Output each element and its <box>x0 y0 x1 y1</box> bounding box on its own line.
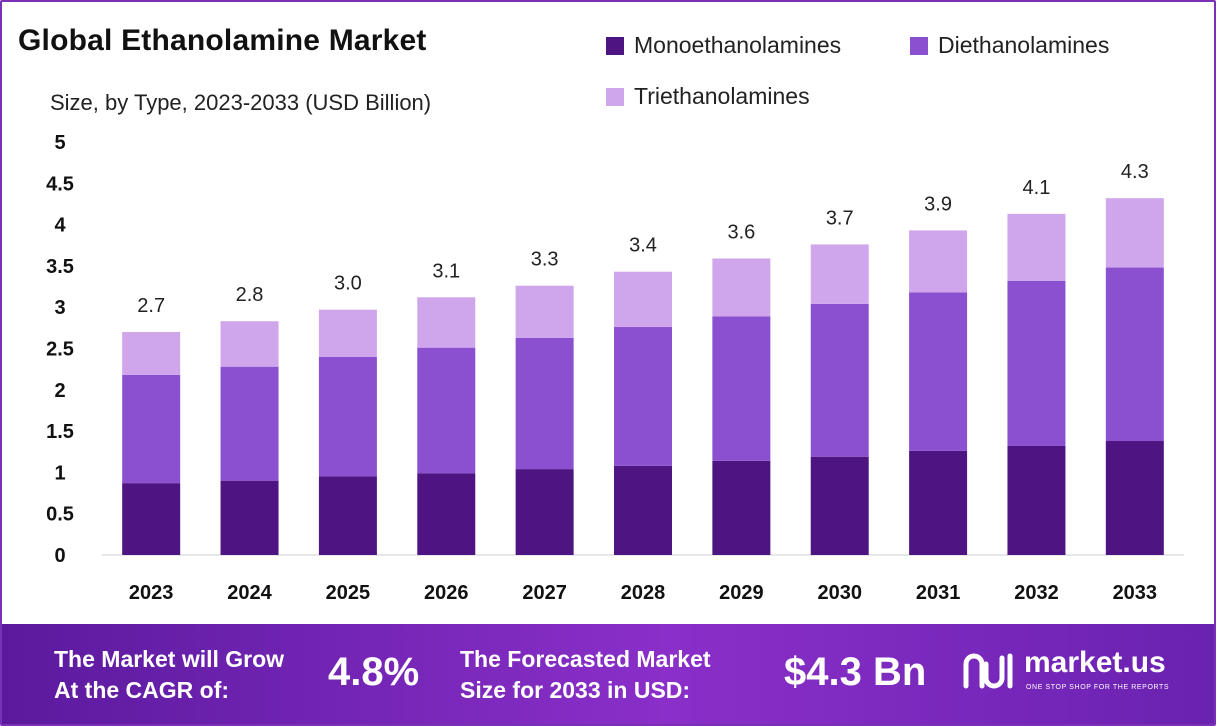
legend-item-triethanolamines: Triethanolamines <box>606 83 810 110</box>
total-value-label: 4.1 <box>1023 177 1051 199</box>
chart-title: Global Ethanolamine Market <box>18 24 427 57</box>
x-tick-label: 2029 <box>719 582 764 604</box>
y-tick-label: 5 <box>54 132 65 154</box>
bar-segment-triethanolamines <box>1007 213 1066 281</box>
market-us-logo-icon <box>963 653 1013 689</box>
bar-segment-triethanolamines <box>810 244 869 304</box>
bar-segment-diethanolamines <box>614 327 672 466</box>
bar-segment-diethanolamines <box>220 366 279 481</box>
x-tick-label: 2025 <box>326 582 371 604</box>
bar-segment-monoethanolamines <box>318 476 377 555</box>
x-tick-label: 2026 <box>424 582 469 604</box>
y-tick-label: 2 <box>54 380 65 402</box>
bar-segment-monoethanolamines <box>712 460 771 555</box>
x-tick-label: 2024 <box>227 582 272 604</box>
legend-swatch-diethanolamines <box>910 36 928 55</box>
brand-name: market.us <box>1024 646 1166 679</box>
bar-segment-triethanolamines <box>1105 198 1164 268</box>
total-value-label: 3.3 <box>531 249 559 271</box>
y-tick-label: 2.5 <box>46 339 74 361</box>
x-tick-label: 2033 <box>1113 582 1158 604</box>
forecast-label-line1: The Forecasted Market <box>460 646 711 672</box>
forecast-value: $4.3 Bn <box>784 650 927 694</box>
bar-segment-monoethanolamines <box>417 473 476 555</box>
bar-segment-monoethanolamines <box>515 469 574 555</box>
x-tick-label: 2027 <box>522 582 567 604</box>
legend-label-diethanolamines: Diethanolamines <box>938 32 1110 58</box>
bar-segment-triethanolamines <box>909 230 968 293</box>
x-tick-label: 2031 <box>916 582 961 604</box>
bar-segment-triethanolamines <box>220 321 279 367</box>
total-value-label: 3.6 <box>727 221 755 243</box>
legend-swatch-monoethanolamines <box>606 36 624 55</box>
bar-segment-diethanolamines <box>1105 267 1164 442</box>
x-tick-label: 2030 <box>817 582 862 604</box>
bar-segment-monoethanolamines <box>810 456 869 555</box>
y-tick-label: 1 <box>54 462 65 484</box>
bar-segment-diethanolamines <box>712 316 771 461</box>
bar-segment-triethanolamines <box>417 297 476 348</box>
footer-banner: The Market will Grow At the CAGR of: 4.8… <box>2 624 1214 724</box>
y-tick-label: 3.5 <box>46 256 74 278</box>
x-tick-label: 2023 <box>129 582 174 604</box>
legend-item-diethanolamines: Diethanolamines <box>910 32 1109 59</box>
bar-segment-monoethanolamines <box>614 465 672 555</box>
x-tick-label: 2028 <box>621 582 666 604</box>
bar-segment-diethanolamines <box>1007 280 1066 446</box>
bar-segment-triethanolamines <box>515 285 574 338</box>
legend-item-monoethanolamines: Monoethanolamines <box>606 32 841 59</box>
total-value-label: 3.7 <box>826 207 854 229</box>
bar-segment-diethanolamines <box>318 356 377 477</box>
stacked-bar-chart: 0 0.5 1 1.5 2 2.5 3 3.5 4 4.5 5 2.7 2023 2.8 2024 3.0 20… <box>46 132 1184 604</box>
bar-segment-triethanolamines <box>122 331 181 375</box>
total-value-label: 3.9 <box>924 193 952 215</box>
total-value-label: 3.4 <box>629 235 657 257</box>
cagr-label: The Market will Grow At the CAGR of: <box>54 644 284 706</box>
legend-label-triethanolamines: Triethanolamines <box>634 83 810 109</box>
bar-segment-triethanolamines <box>614 271 672 328</box>
bar-segment-diethanolamines <box>810 303 869 457</box>
cagr-value: 4.8% <box>328 650 420 694</box>
y-tick-label: 3 <box>54 297 65 319</box>
y-tick-label: 0.5 <box>46 504 74 526</box>
bar-segment-monoethanolamines <box>220 480 279 555</box>
bar-segment-triethanolamines <box>712 258 771 317</box>
total-value-label: 3.0 <box>334 273 362 295</box>
legend-label-monoethanolamines: Monoethanolamines <box>634 32 842 58</box>
cagr-label-line2: At the CAGR of: <box>54 677 230 703</box>
forecast-label: The Forecasted Market Size for 2033 in U… <box>460 644 711 706</box>
y-tick-label: 4 <box>54 215 66 237</box>
bar-segment-monoethanolamines <box>122 483 181 555</box>
bar-segment-monoethanolamines <box>1007 445 1066 555</box>
x-tick-label: 2032 <box>1014 582 1059 604</box>
forecast-label-line2: Size for 2033 in USD: <box>460 677 691 703</box>
chart-subtitle: Size, by Type, 2023-2033 (USD Billion) <box>50 90 432 115</box>
bar-segment-triethanolamines <box>318 309 377 357</box>
brand-tagline: ONE STOP SHOP FOR THE REPORTS <box>1026 684 1170 691</box>
total-value-label: 2.8 <box>236 284 264 306</box>
bar-segment-diethanolamines <box>122 374 181 484</box>
bar-segment-monoethanolamines <box>909 450 968 555</box>
total-value-label: 2.7 <box>137 295 165 317</box>
y-tick-label: 0 <box>54 545 65 567</box>
legend-swatch-triethanolamines <box>606 87 624 106</box>
bar-segment-diethanolamines <box>909 292 968 451</box>
total-value-label: 4.3 <box>1121 161 1149 183</box>
y-tick-label: 1.5 <box>46 421 74 443</box>
bar-segment-monoethanolamines <box>1105 441 1164 555</box>
bar-segment-diethanolamines <box>417 347 476 474</box>
y-tick-label: 4.5 <box>46 173 74 195</box>
bar-segment-diethanolamines <box>515 337 574 470</box>
total-value-label: 3.1 <box>432 260 460 282</box>
cagr-label-line1: The Market will Grow <box>54 646 285 672</box>
